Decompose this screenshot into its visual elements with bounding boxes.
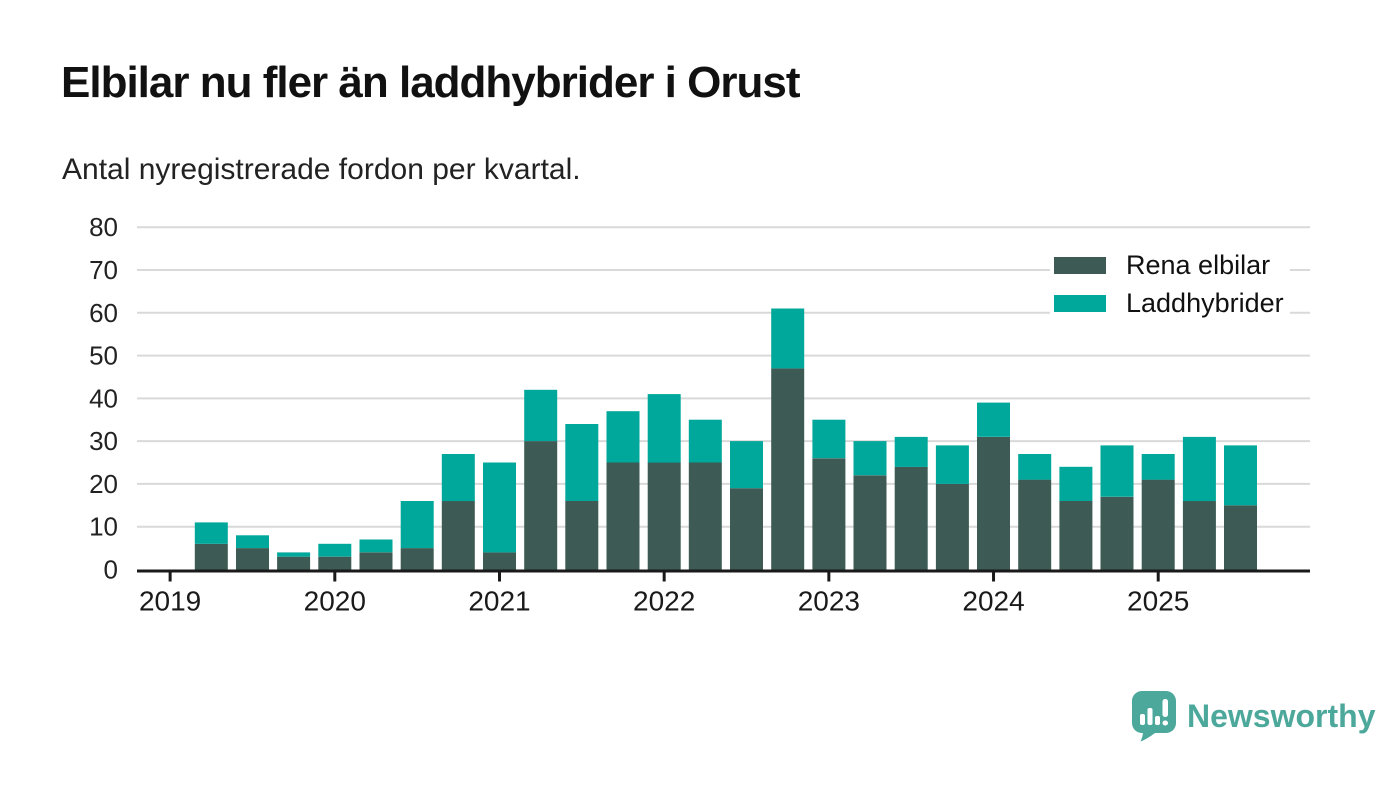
bar-segment [812,458,846,570]
x-axis-year-label: 2019 [139,586,201,617]
y-axis-tick-label: 30 [89,426,118,456]
y-axis-tick-label: 10 [89,512,118,542]
bar-segment [1141,479,1175,570]
y-axis-tick-label: 60 [89,298,118,328]
chart-legend: Rena elbilar Laddhybrider [1050,246,1290,322]
brand-footer: Newsworthy [1132,690,1375,742]
bar-segment [1182,436,1216,502]
bar-segment [688,462,722,570]
bar-segment [524,441,558,570]
bar-segment [771,368,805,570]
bar-segment [977,402,1010,437]
legend-row-rena-elbilar: Rena elbilar [1054,246,1284,284]
bar-segment [441,454,475,502]
bar-segment [565,501,599,570]
bar-segment [524,389,558,442]
bar-segment [894,436,928,467]
legend-swatch-rena-elbilar [1054,256,1106,274]
y-axis-tick-label: 50 [89,341,118,371]
bar-segment [194,543,228,570]
legend-row-laddhybrider: Laddhybrider [1054,284,1284,322]
bar-segment [812,419,846,459]
x-axis-year-label: 2024 [962,586,1024,617]
y-axis-tick-label: 40 [89,383,118,413]
bar-segment [730,441,763,489]
bar-segment [1059,466,1093,501]
bar-segment [1224,505,1257,570]
x-axis-year-label: 2021 [468,586,530,617]
bar-segment [359,539,393,553]
bar-segment [400,501,434,549]
newsworthy-logo-icon [1132,691,1176,742]
bar-segment [400,548,434,570]
bar-segment [771,308,805,369]
bar-segment [1100,445,1134,497]
x-axis-year-label: 2023 [798,586,860,617]
bar-segment [1018,479,1052,570]
bar-segment [359,552,393,570]
bar-segment [853,475,887,570]
chart-subtitle: Antal nyregistrerade fordon per kvartal. [62,153,581,186]
bar-segment [1141,454,1175,480]
bar-segment [977,436,1010,570]
legend-label-laddhybrider: Laddhybrider [1126,287,1284,318]
bar-segment [894,466,928,570]
legend-label-rena-elbilar: Rena elbilar [1126,249,1271,280]
chart-title: Elbilar nu fler än laddhybrider i Orust [61,58,800,107]
bar-segment [277,552,311,557]
bar-segment [236,535,269,549]
x-axis-year-label: 2022 [633,586,695,617]
y-axis-tick-label: 70 [89,255,118,285]
bar-segment [1182,501,1216,570]
bar-segment [318,556,352,570]
bar-segment [565,424,599,501]
bar-segment [935,445,969,484]
bar-segment [194,522,228,544]
y-axis-tick-label: 80 [89,212,118,242]
bar-segment [236,548,269,570]
bar-segment [1100,496,1134,570]
bar-segment [318,543,352,557]
bar-segment [606,462,640,570]
bar-segment [1018,454,1052,480]
bar-segment [441,501,475,570]
bar-segment [688,419,722,463]
legend-swatch-laddhybrider [1054,294,1106,312]
bar-segment [483,552,516,570]
x-axis-year-label: 2025 [1127,586,1189,617]
y-axis-tick-label: 20 [89,469,118,499]
y-axis-tick-label: 0 [104,555,118,585]
bar-segment [277,556,311,570]
brand-name: Newsworthy [1187,697,1376,734]
bar-segment [647,394,681,463]
bar-segment [730,488,763,570]
bar-segment [853,441,887,476]
bar-segment [647,462,681,570]
bar-segment [1059,501,1093,570]
bar-segment [1224,445,1257,506]
x-axis-year-label: 2020 [304,586,366,617]
bar-segment [483,462,516,553]
bar-segment [606,411,640,463]
bar-segment [935,483,969,570]
